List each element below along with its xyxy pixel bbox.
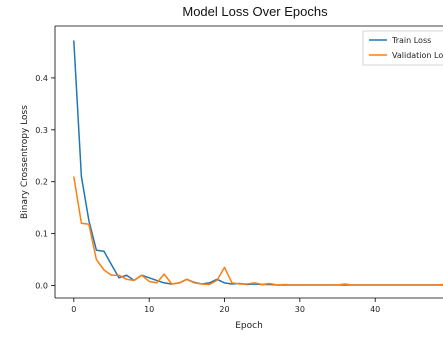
y-tick-label: 0.1: [35, 230, 48, 239]
y-tick-label: 0.0: [35, 282, 48, 291]
x-tick-label: 20: [219, 305, 229, 314]
x-tick-label: 30: [295, 305, 305, 314]
x-tick-label: 40: [370, 305, 380, 314]
legend: Train Loss Validation Lo: [362, 30, 443, 66]
chart-title: Model Loss Over Epochs: [182, 4, 328, 19]
y-axis-label: Binary Crossentropy Loss: [20, 105, 30, 219]
x-tick-label: 0: [71, 305, 76, 314]
y-tick-label: 0.3: [35, 126, 48, 135]
y-tick-label: 0.4: [35, 74, 48, 83]
series-line-train-loss: [73, 40, 443, 286]
series-lines: [73, 40, 443, 286]
legend-label-train: Train Loss: [391, 36, 431, 45]
x-tick-label: 10: [144, 305, 154, 314]
series-line-validation-loss: [73, 176, 443, 286]
plot-frame: [54, 25, 443, 299]
y-axis-ticks: 0.0 0.1 0.2 0.3 0.4: [35, 74, 55, 291]
legend-box: [362, 30, 443, 66]
x-axis-ticks: 0 10 20 30 40: [71, 298, 380, 314]
y-tick-label: 0.2: [35, 178, 48, 187]
legend-label-validation: Validation Lo: [392, 51, 443, 60]
x-axis-label: Epoch: [235, 321, 263, 331]
